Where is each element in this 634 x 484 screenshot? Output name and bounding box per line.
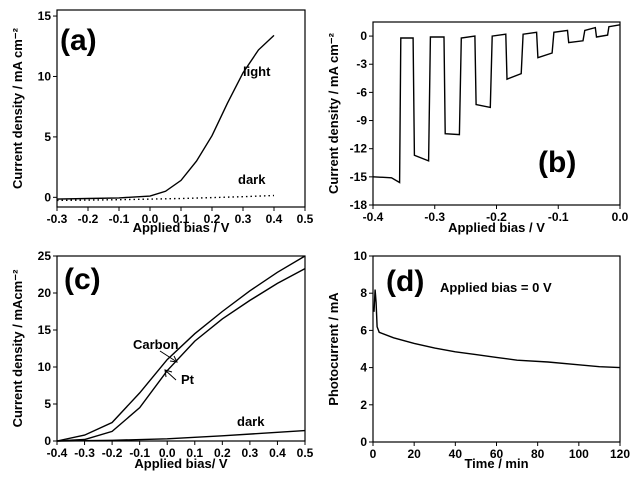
x-tick-label: 120	[610, 447, 630, 461]
y-tick-label: 5	[44, 397, 51, 411]
data-line	[373, 289, 621, 369]
y-tick-label: 0	[360, 29, 367, 43]
x-tick-label: 0.0	[159, 446, 176, 460]
x-tick-label: 0.0	[612, 210, 629, 224]
data-line	[56, 267, 306, 442]
y-tick-label: 0	[44, 434, 51, 448]
y-tick-label: 10	[354, 249, 368, 263]
x-tick-label: -0.3	[74, 446, 95, 460]
arrow	[159, 350, 178, 363]
x-tick-label: 40	[449, 447, 463, 461]
x-tick-label: -0.2	[486, 210, 507, 224]
y-tick-label: -12	[350, 142, 368, 156]
y-tick-label: 15	[38, 323, 52, 337]
x-axis-label: Time / min	[464, 456, 528, 471]
y-axis-label: Current density / mAcm⁻²	[10, 269, 25, 428]
x-axis-label: Applied bias / V	[133, 220, 230, 235]
x-tick-label: -0.1	[129, 446, 150, 460]
y-tick-label: 4	[360, 361, 367, 375]
data-line	[372, 24, 621, 184]
arrow-head	[169, 355, 178, 363]
x-tick-label: 60	[490, 447, 504, 461]
y-tick-label: 20	[38, 286, 52, 300]
y-axis-label: Current density / mA cm⁻²	[10, 27, 25, 189]
data-line	[56, 194, 275, 202]
series-label: Carbon	[133, 337, 179, 352]
data-line	[56, 255, 306, 442]
data-line	[56, 429, 306, 442]
x-tick-label: 0.1	[173, 212, 190, 226]
x-tick-label: -0.1	[548, 210, 569, 224]
y-tick-label: -9	[356, 114, 367, 128]
y-tick-label: 6	[360, 323, 367, 337]
y-axis-label: Photocurrent / mA	[326, 292, 341, 406]
series-label: Pt	[181, 372, 195, 387]
x-tick-label: 0.5	[297, 212, 314, 226]
x-tick-label: 0.2	[204, 212, 221, 226]
y-tick-label: 10	[38, 360, 52, 374]
panel-label: (d)	[386, 265, 424, 298]
plot-frame	[372, 21, 621, 206]
x-tick-label: -0.1	[109, 212, 130, 226]
x-tick-label: 0.0	[142, 212, 159, 226]
x-tick-label: -0.4	[363, 210, 384, 224]
x-tick-label: 20	[407, 447, 421, 461]
y-tick-label: 0	[44, 190, 51, 204]
y-axis-label: Current density / mA cm⁻²	[326, 32, 341, 194]
x-tick-label: 0.4	[266, 212, 283, 226]
panel-label: (b)	[538, 146, 576, 179]
x-tick-label: 100	[569, 447, 589, 461]
y-tick-label: 0	[360, 435, 367, 449]
x-tick-label: 80	[531, 447, 545, 461]
x-tick-label: -0.2	[102, 446, 123, 460]
arrow-head	[164, 369, 173, 378]
annotation: Applied bias = 0 V	[440, 280, 552, 295]
x-tick-label: 0	[370, 447, 377, 461]
x-tick-label: 0.2	[214, 446, 231, 460]
x-tick-label: 0.3	[235, 212, 252, 226]
y-tick-label: -3	[356, 57, 367, 71]
x-tick-label: 0.4	[269, 446, 286, 460]
x-tick-label: -0.2	[78, 212, 99, 226]
series-label: dark	[237, 414, 265, 429]
y-tick-label: 8	[360, 286, 367, 300]
y-tick-label: 2	[360, 398, 367, 412]
data-line	[56, 34, 275, 200]
x-tick-label: 0.1	[186, 446, 203, 460]
series-label: dark	[238, 172, 266, 187]
x-tick-label: -0.3	[424, 210, 445, 224]
y-tick-label: -15	[350, 170, 368, 184]
y-tick-label: 5	[44, 130, 51, 144]
x-tick-label: 0.3	[242, 446, 259, 460]
x-axis-label: Applied bias / V	[448, 220, 545, 235]
x-tick-label: -0.4	[47, 446, 68, 460]
series-label: light	[243, 64, 271, 79]
x-tick-label: -0.3	[47, 212, 68, 226]
panel-label: (a)	[60, 24, 97, 57]
y-tick-label: -6	[356, 85, 367, 99]
y-tick-label: 25	[38, 249, 52, 263]
panel-label: (c)	[64, 263, 101, 296]
y-tick-label: -18	[350, 198, 368, 212]
y-tick-label: 15	[38, 9, 52, 23]
x-axis-label: Applied bias/ V	[134, 456, 228, 471]
plot-frame	[56, 255, 306, 442]
x-tick-label: 0.5	[297, 446, 314, 460]
y-tick-label: 10	[38, 69, 52, 83]
